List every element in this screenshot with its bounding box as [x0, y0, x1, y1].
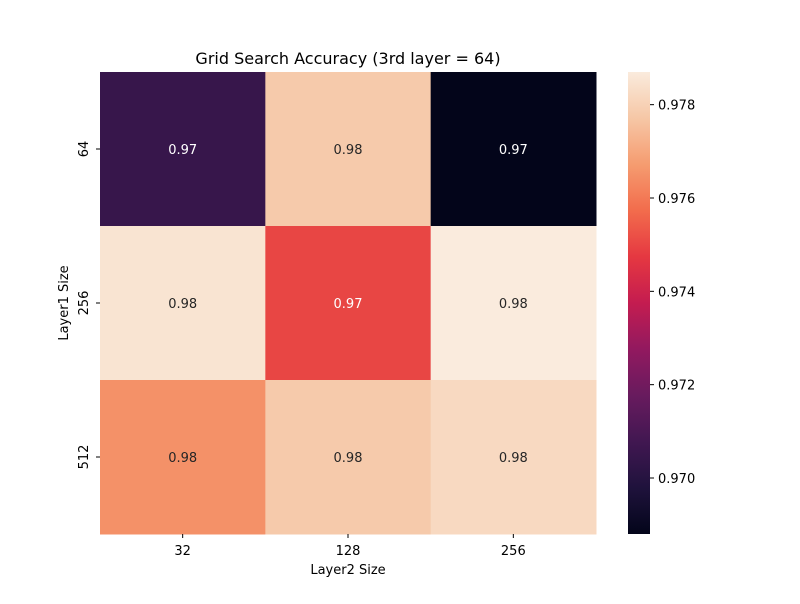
cell-value-label: 0.98: [499, 451, 528, 466]
y-axis: 64 256 512: [77, 141, 100, 470]
colorbar-gradient: [628, 72, 650, 534]
heatmap-cell: [430, 226, 597, 381]
y-tick-label: 512: [77, 445, 92, 470]
colorbar-tick-label: 0.978: [658, 99, 695, 114]
heatmap-cells: 0.97 0.98 0.97 0.98 0.97 0.98 0.98 0.98 0.98: [100, 72, 597, 535]
colorbar-tick-label: 0.972: [658, 379, 695, 394]
cell-value-label: 0.98: [168, 297, 197, 312]
y-tick-label: 256: [77, 291, 92, 316]
colorbar-tick-label: 0.970: [658, 472, 695, 487]
colorbar-tick-label: 0.976: [658, 192, 695, 207]
heatmap-cell: [100, 226, 266, 381]
cell-value-label: 0.98: [168, 451, 197, 466]
heatmap-cell: [265, 72, 432, 227]
heatmap-cell: [430, 380, 597, 535]
cell-value-label: 0.97: [334, 297, 363, 312]
cell-value-label: 0.97: [168, 143, 197, 158]
heatmap-cell: [100, 72, 266, 227]
cell-value-label: 0.98: [334, 143, 363, 158]
x-tick-label: 128: [336, 544, 361, 559]
y-axis-label: Layer1 Size: [57, 265, 72, 340]
heatmap-cell: [430, 72, 597, 227]
heatmap-cell: [265, 380, 432, 535]
colorbar: 0.970 0.972 0.974 0.976 0.978: [628, 72, 695, 534]
colorbar-tick-label: 0.974: [658, 285, 695, 300]
chart-title: Grid Search Accuracy (3rd layer = 64): [195, 49, 500, 68]
cell-value-label: 0.97: [499, 143, 528, 158]
cell-value-label: 0.98: [499, 297, 528, 312]
x-tick-label: 32: [174, 544, 191, 559]
x-axis: 32 128 256: [174, 534, 526, 559]
y-tick-label: 64: [77, 141, 92, 158]
x-axis-label: Layer2 Size: [310, 563, 385, 578]
heatmap-cell: [100, 380, 266, 535]
x-tick-label: 256: [501, 544, 526, 559]
heatmap-cell: [265, 226, 432, 381]
cell-value-label: 0.98: [334, 451, 363, 466]
